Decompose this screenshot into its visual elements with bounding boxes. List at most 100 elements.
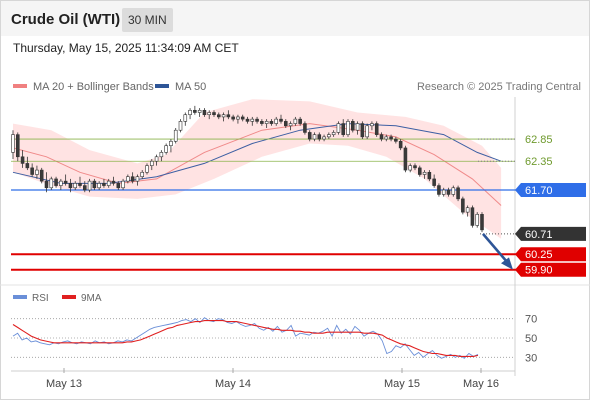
candle-body bbox=[384, 136, 389, 140]
candle-body bbox=[260, 121, 264, 124]
ma20-legend-label: MA 20 + Bollinger Bands bbox=[33, 81, 154, 93]
candle-body bbox=[30, 167, 34, 175]
candle bbox=[87, 178, 92, 193]
candle-body bbox=[54, 178, 58, 186]
ma50-legend-label: MA 50 bbox=[175, 81, 207, 93]
candle-body bbox=[312, 134, 317, 140]
candle bbox=[374, 121, 379, 137]
chart-datetime: Thursday, May 15, 2025 11:34:09 AM CET bbox=[13, 41, 239, 55]
candle bbox=[231, 114, 235, 122]
candle bbox=[11, 130, 15, 159]
x-tick-label: May 14 bbox=[215, 378, 251, 390]
candle bbox=[322, 134, 326, 142]
candle bbox=[451, 185, 456, 197]
candle bbox=[130, 172, 135, 184]
candle bbox=[408, 163, 412, 173]
candle-body bbox=[322, 136, 326, 140]
candle bbox=[188, 108, 192, 120]
candle bbox=[317, 132, 322, 142]
candle bbox=[68, 178, 73, 193]
candle-body bbox=[226, 114, 231, 118]
candle-body bbox=[427, 171, 432, 180]
candle-body bbox=[346, 121, 350, 135]
candle-body bbox=[418, 167, 422, 175]
candle-body bbox=[307, 132, 312, 140]
candle bbox=[207, 110, 211, 120]
candle bbox=[73, 181, 77, 190]
candle bbox=[284, 119, 288, 128]
ma50-legend-swatch bbox=[155, 84, 169, 89]
candle-body bbox=[422, 171, 427, 175]
level-62.85-label: 62.85 bbox=[525, 134, 553, 146]
candle bbox=[461, 196, 465, 215]
candle bbox=[269, 119, 274, 126]
candle bbox=[212, 110, 216, 117]
candle bbox=[274, 116, 278, 126]
candle-body bbox=[413, 165, 417, 169]
candle-body bbox=[231, 116, 235, 120]
candle-body bbox=[35, 169, 39, 175]
candle bbox=[394, 136, 398, 144]
timeframe-badge[interactable]: 30 MIN bbox=[122, 8, 173, 32]
candle-body bbox=[83, 185, 87, 191]
candle-body bbox=[365, 125, 369, 138]
candle-body bbox=[331, 132, 336, 135]
ma20-legend: MA 20 + Bollinger Bands bbox=[13, 81, 154, 93]
candle bbox=[379, 132, 384, 142]
candle-body bbox=[135, 176, 140, 182]
candle-body bbox=[126, 176, 130, 182]
candle-body bbox=[403, 147, 408, 171]
candle bbox=[178, 119, 183, 133]
candle-body bbox=[245, 118, 250, 122]
candle bbox=[145, 163, 149, 175]
candle bbox=[183, 112, 188, 126]
rsi-level-label-70: 70 bbox=[525, 314, 537, 326]
candle-body bbox=[394, 138, 398, 142]
candle bbox=[432, 174, 436, 188]
candle bbox=[106, 178, 111, 188]
candle-body bbox=[97, 183, 101, 189]
candle bbox=[126, 174, 130, 184]
candle-body bbox=[250, 118, 255, 122]
candle-body bbox=[183, 114, 188, 122]
candle-body bbox=[441, 189, 446, 195]
candle bbox=[346, 119, 350, 137]
candle-body bbox=[461, 198, 465, 213]
candle bbox=[197, 108, 202, 117]
candle-body bbox=[106, 180, 111, 186]
candle bbox=[169, 139, 173, 153]
candle bbox=[456, 185, 460, 202]
rsi-legend: RSI bbox=[13, 293, 49, 304]
candle-body bbox=[298, 118, 302, 124]
level-59.90-tag bbox=[515, 262, 586, 277]
candle-body bbox=[288, 123, 293, 127]
candle bbox=[83, 181, 87, 193]
candle-body bbox=[150, 160, 154, 166]
candle bbox=[336, 121, 341, 135]
research-credit: Research © 2025 Trading Central bbox=[416, 81, 581, 93]
candle bbox=[250, 116, 255, 126]
candle bbox=[465, 205, 470, 217]
candle-body bbox=[236, 116, 240, 120]
candle bbox=[135, 174, 140, 186]
candle bbox=[102, 178, 106, 188]
level-60.25-label: 60.25 bbox=[525, 249, 553, 261]
candle-body bbox=[39, 169, 44, 182]
candle-body bbox=[207, 112, 211, 116]
candle bbox=[111, 176, 116, 186]
candle bbox=[264, 119, 269, 128]
candle bbox=[331, 130, 336, 137]
rsi-legend-swatch bbox=[13, 295, 27, 300]
candle bbox=[389, 134, 393, 142]
rsi-legend-label: RSI bbox=[32, 293, 49, 304]
candle-body bbox=[341, 123, 345, 135]
candle bbox=[159, 150, 164, 162]
candle-body bbox=[169, 140, 173, 147]
candle bbox=[255, 116, 259, 124]
candle-body bbox=[16, 134, 20, 158]
candle-body bbox=[370, 123, 374, 127]
candle-body bbox=[193, 109, 197, 113]
candle bbox=[173, 128, 178, 144]
candle bbox=[164, 143, 168, 155]
